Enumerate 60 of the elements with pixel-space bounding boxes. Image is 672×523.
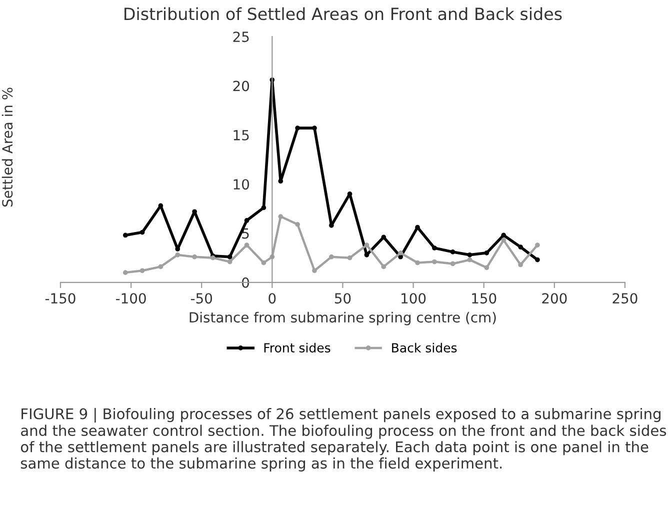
x-tick-label: 50	[334, 293, 351, 304]
point	[227, 254, 232, 260]
point	[227, 259, 232, 264]
point	[329, 254, 334, 260]
point	[261, 260, 266, 266]
legend-label: Back sides	[392, 342, 457, 353]
point	[261, 205, 266, 210]
point	[467, 257, 472, 262]
legend-label: Front sides	[264, 342, 330, 353]
y-axis-title: Settled Area in %	[2, 88, 13, 207]
point	[518, 244, 523, 250]
point	[295, 222, 300, 227]
point	[381, 264, 386, 270]
point	[535, 257, 540, 262]
caption: FIGURE 9 | Biofouling processes of 26 settlement panels exposed to a submarine spring and the seawater control section. The biofouling process on the front and the back sides of the settlement panels are illustrated separately. Each data point is one panel in the same distance to the submarine spring as in the field experiment.	[20, 408, 666, 472]
point	[295, 126, 300, 130]
point	[278, 178, 284, 184]
point	[450, 261, 456, 266]
point	[432, 259, 437, 264]
point	[484, 265, 490, 270]
point	[312, 126, 317, 130]
point	[364, 242, 370, 248]
point	[415, 260, 420, 266]
point	[432, 246, 437, 250]
point	[122, 270, 128, 276]
y-tick-label: 20	[233, 80, 250, 92]
point	[278, 214, 284, 219]
point	[450, 250, 456, 254]
point	[192, 254, 197, 260]
point	[415, 224, 420, 230]
chart-title: Distribution of Settled Areas on Front and Back sides	[124, 7, 562, 20]
point	[312, 268, 317, 274]
point	[140, 268, 145, 274]
y-tick-label: 25	[233, 32, 249, 42]
x-tick-label: -50	[190, 293, 212, 304]
point	[484, 250, 490, 256]
point	[501, 232, 506, 238]
x-axis-title: Distance from submarine spring centre (cm)	[190, 312, 496, 326]
point	[501, 238, 506, 243]
x-tick-label: -100	[116, 293, 146, 304]
point	[244, 218, 250, 223]
x-tick-label: 0	[268, 293, 276, 304]
point	[398, 250, 404, 256]
point	[381, 234, 386, 240]
point	[347, 255, 352, 260]
point	[140, 230, 145, 235]
x-tick-label: 150	[472, 293, 496, 304]
x-tick-label: 250	[612, 293, 638, 304]
y-tick-label: 10	[234, 179, 250, 190]
point	[467, 252, 472, 258]
point	[158, 264, 164, 270]
x-tick-label: 100	[402, 293, 426, 304]
point	[244, 242, 250, 248]
x-tick-label: -150	[45, 293, 76, 304]
point	[535, 242, 540, 248]
y-tick-label: 15	[234, 130, 249, 140]
point	[518, 262, 523, 268]
point	[122, 232, 128, 238]
point	[175, 252, 180, 258]
x-tick-label: 200	[542, 293, 567, 304]
